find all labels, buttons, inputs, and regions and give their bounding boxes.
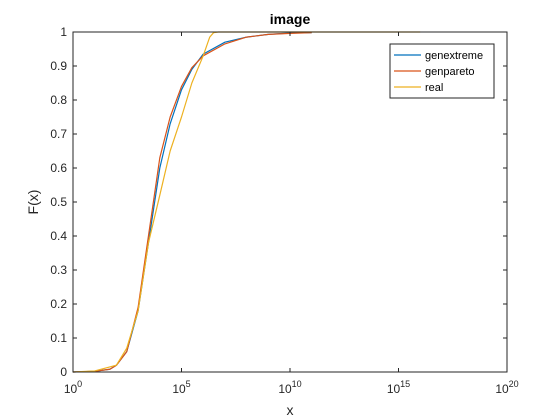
y-tick-label: 0.4	[50, 229, 67, 243]
legend-label-real: real	[425, 82, 443, 94]
y-tick-label: 1	[60, 25, 67, 39]
legend-label-genpareto: genpareto	[425, 66, 475, 78]
y-tick-label: 0.7	[50, 127, 67, 141]
axes-layer: 0 0.1 0.2 0.3 0.4 0.5 0.6 0.7 0.8 0.9 1 100 105 1010 1…	[50, 25, 518, 396]
y-tick-label: 0.9	[50, 59, 67, 73]
y-axis-title: F(x)	[25, 190, 41, 215]
y-tick-label: 0	[60, 365, 67, 379]
x-tick-label: 1015	[387, 379, 410, 396]
x-tick-label: 105	[172, 379, 190, 396]
y-tick-label: 0.3	[50, 263, 67, 277]
y-tick-label: 0.2	[50, 297, 67, 311]
x-tick-label: 1010	[278, 379, 301, 396]
chart-title: image	[270, 11, 311, 27]
y-tick-label: 0.6	[50, 161, 67, 175]
x-tick-label: 100	[64, 379, 82, 396]
y-tick-label: 0.5	[50, 195, 67, 209]
y-tick-label: 0.8	[50, 93, 67, 107]
legend: genextreme genpareto real	[389, 43, 495, 99]
x-axis-title: x	[287, 402, 294, 418]
legend-label-genextreme: genextreme	[425, 50, 483, 62]
x-tick-label: 1020	[495, 379, 518, 396]
series-line-genpareto	[72, 32, 312, 373]
y-tick-label: 0.1	[50, 331, 67, 345]
